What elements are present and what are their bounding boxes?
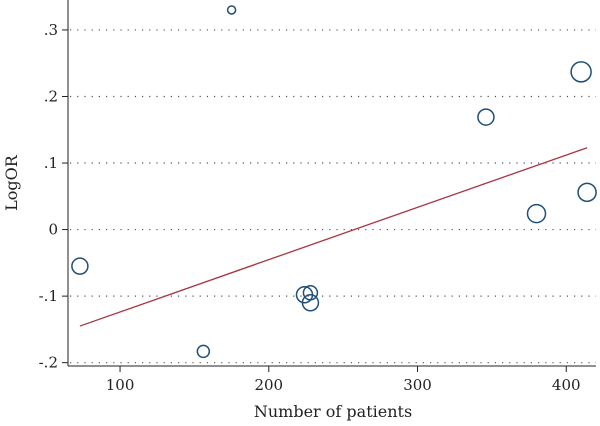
data-point [526,203,547,224]
y-tick-label: -.2 [39,354,58,372]
y-tick-label: .2 [44,87,58,105]
axes [67,0,596,367]
y-tick-label: .3 [44,21,58,39]
y-tick-label: 0 [48,221,58,239]
data-point [226,5,237,15]
x-tick-label: 300 [403,376,432,394]
fit-line [79,147,588,327]
x-axis-title: Number of patients [254,402,412,421]
y-axis-title: LogOR [2,154,21,211]
data-points [71,5,597,359]
data-point [301,294,320,312]
x-tick-label: 100 [106,376,135,394]
data-point [71,257,89,275]
data-point [196,344,211,359]
data-point [577,182,597,203]
data-point [302,285,319,301]
ticks: .3 .2 .1 0 -.1 -.2 100 200 300 400 [39,21,581,394]
fit-line-group [79,147,588,327]
x-tick-label: 400 [552,376,581,394]
data-point [477,108,495,126]
data-point [570,61,592,83]
y-tick-label: -.1 [39,287,58,305]
x-tick-label: 200 [254,376,283,394]
gridlines [70,29,596,364]
y-tick-label: .1 [44,154,58,172]
